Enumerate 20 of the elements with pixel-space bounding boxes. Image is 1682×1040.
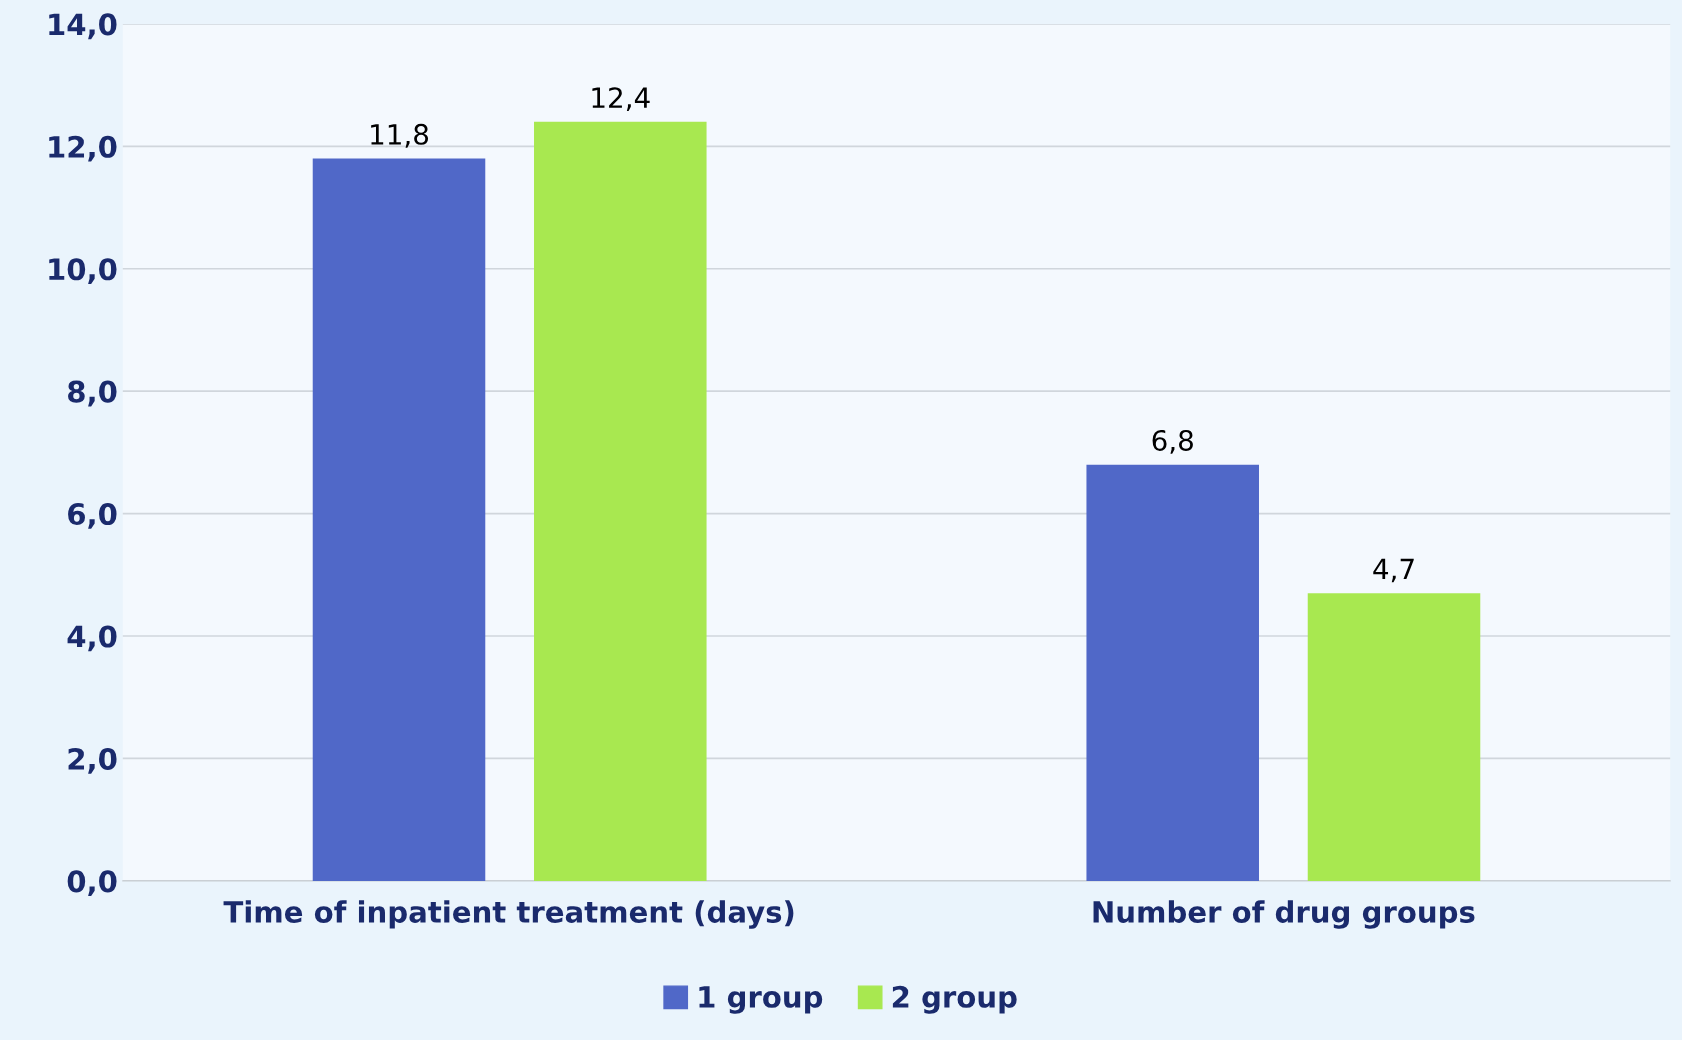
y-tick-label: 14,0 [49, 13, 117, 40]
data-label: 6,8 [1152, 429, 1193, 454]
bar [534, 121, 707, 881]
legend-label: 1 group [699, 986, 823, 1014]
y-tick-label: 2,0 [68, 747, 117, 774]
legend-label: 2 group [892, 985, 1017, 1014]
y-tick-label: 10,0 [49, 258, 117, 284]
bar [1086, 464, 1259, 881]
y-tick-label: 6,0 [68, 503, 117, 529]
data-label: 11,8 [371, 123, 429, 148]
bar [312, 158, 486, 881]
x-tick-label: Time of inpatient treatment (days) [223, 900, 794, 929]
y-tick-label: 12,0 [49, 135, 117, 162]
y-tick-label: 8,0 [68, 380, 117, 407]
y-tick-label: 4,0 [67, 625, 117, 652]
x-tick-label: Number of drug groups [1093, 900, 1475, 929]
y-tick-label: 0,0 [67, 870, 117, 897]
data-label: 12,4 [592, 87, 650, 111]
data-label: 4,7 [1373, 558, 1414, 583]
bar [1307, 593, 1481, 881]
